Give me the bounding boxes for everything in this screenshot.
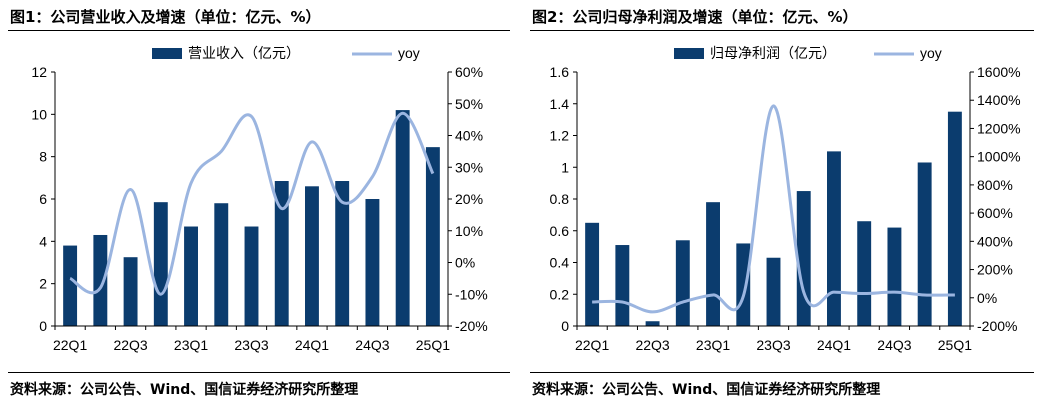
right-tick-label: 600% bbox=[977, 205, 1013, 221]
right-tick-label: 60% bbox=[455, 64, 483, 80]
right-tick-label: 40% bbox=[455, 128, 483, 144]
x-tick-label: 23Q3 bbox=[234, 337, 268, 353]
x-tick-label: 22Q3 bbox=[635, 337, 669, 353]
right-tick-label: 0% bbox=[977, 290, 997, 306]
right-tick-label: 0% bbox=[455, 255, 475, 271]
right-tick-label: 1200% bbox=[977, 120, 1021, 136]
x-tick-label: 24Q1 bbox=[817, 337, 851, 353]
x-tick-label: 25Q1 bbox=[416, 337, 450, 353]
right-tick-label: 1400% bbox=[977, 92, 1021, 108]
bar-22q1 bbox=[585, 222, 600, 326]
bar-24q3 bbox=[365, 199, 380, 326]
bar-25q1 bbox=[425, 147, 440, 326]
bar-22q4 bbox=[675, 240, 690, 326]
bar-23q4 bbox=[274, 181, 289, 326]
revenue-chart: 0 2 4 6 8 10 12 -20% -10% 0% 10% 20% 30% 40% 50% 60% 22Q… bbox=[31, 45, 488, 353]
right-tick-label: -20% bbox=[455, 318, 488, 334]
figure-title: 图2：公司归母净利润及增速（单位：亿元、%） bbox=[532, 8, 858, 26]
right-tick-label: 1600% bbox=[977, 64, 1021, 80]
bar-24q2 bbox=[335, 181, 350, 326]
legend-bar-label: 营业收入（亿元） bbox=[188, 45, 300, 61]
left-tick-label: 8 bbox=[39, 149, 47, 165]
bar-23q2 bbox=[214, 203, 229, 326]
bar-24q1 bbox=[305, 186, 319, 326]
x-tick-label: 23Q1 bbox=[696, 337, 730, 353]
left-tick-label: 4 bbox=[39, 233, 47, 249]
left-tick-label: 1.4 bbox=[550, 96, 570, 112]
source-note: 资料来源：公司公告、Wind、国信证券经济研究所整理 bbox=[532, 382, 881, 398]
right-tick-label: -200% bbox=[977, 318, 1017, 334]
title-rule bbox=[8, 30, 510, 31]
left-tick-label: 0 bbox=[561, 318, 569, 334]
right-tick-label: 20% bbox=[455, 191, 483, 207]
x-tick-label: 24Q3 bbox=[877, 337, 911, 353]
right-tick-label: 200% bbox=[977, 262, 1013, 278]
bar-23q1 bbox=[706, 202, 720, 326]
right-tick-label: 50% bbox=[455, 96, 483, 112]
bar-23q3 bbox=[244, 226, 259, 326]
left-tick-label: 1.6 bbox=[550, 64, 570, 80]
bar-24q3 bbox=[887, 227, 902, 326]
bar-22q4 bbox=[153, 202, 168, 326]
source-note: 资料来源：公司公告、Wind、国信证券经济研究所整理 bbox=[10, 382, 359, 398]
left-tick-label: 1 bbox=[561, 159, 569, 175]
bar-22q2 bbox=[615, 245, 630, 326]
figure-title: 图1：公司营业收入及增速（单位：亿元、%） bbox=[10, 8, 321, 26]
net-profit-chart: 0 0.2 0.4 0.6 0.8 1 1.2 1.4 1.6 -200% 0% 200% 400% 60… bbox=[550, 45, 1021, 353]
right-tick-label: 30% bbox=[455, 159, 483, 175]
x-tick-label: 22Q3 bbox=[113, 337, 147, 353]
left-tick-label: 0.2 bbox=[550, 286, 570, 302]
bar-22q1 bbox=[63, 245, 78, 326]
x-tick-label: 22Q1 bbox=[575, 337, 609, 353]
right-tick-label: 400% bbox=[977, 233, 1013, 249]
figure-2: 图2：公司归母净利润及增速（单位：亿元、%） 0 0.2 0.4 0.6 0.8 1 1.2… bbox=[522, 0, 1040, 406]
right-tick-label: 1000% bbox=[977, 149, 1021, 165]
left-tick-label: 10 bbox=[31, 106, 47, 122]
legend-bar-swatch bbox=[674, 48, 704, 59]
bar-23q2 bbox=[736, 243, 751, 326]
left-tick-label: 6 bbox=[39, 191, 47, 207]
x-tick-label: 23Q3 bbox=[756, 337, 790, 353]
x-tick-label: 24Q3 bbox=[355, 337, 389, 353]
title-rule bbox=[530, 30, 1034, 31]
bar-23q3 bbox=[766, 257, 781, 326]
bar-24q4 bbox=[917, 162, 932, 326]
left-tick-label: 2 bbox=[39, 276, 47, 292]
right-tick-label: 800% bbox=[977, 177, 1013, 193]
bar-24q1 bbox=[827, 151, 841, 326]
legend-line-label: yoy bbox=[920, 45, 942, 61]
left-tick-label: 0.6 bbox=[550, 223, 570, 239]
legend-line-label: yoy bbox=[398, 45, 420, 61]
left-tick-label: 1.2 bbox=[550, 128, 570, 144]
left-tick-label: 0 bbox=[39, 318, 47, 334]
bar-22q3 bbox=[123, 257, 138, 326]
bar-24q4 bbox=[395, 110, 410, 326]
right-tick-label: -10% bbox=[455, 286, 488, 302]
bar-24q2 bbox=[857, 221, 872, 326]
bar-22q2 bbox=[93, 234, 108, 326]
x-tick-label: 24Q1 bbox=[295, 337, 329, 353]
legend-bar-label: 归母净利润（亿元） bbox=[710, 45, 836, 61]
figure-1: 图1：公司营业收入及增速（单位：亿元、%） 0 2 4 6 8 10 12 -20% -10% 0… bbox=[0, 0, 516, 406]
x-tick-label: 25Q1 bbox=[938, 337, 972, 353]
source-rule bbox=[530, 372, 1034, 373]
source-rule bbox=[8, 372, 510, 373]
bar-23q1 bbox=[184, 226, 198, 326]
left-tick-label: 12 bbox=[31, 64, 47, 80]
x-tick-label: 23Q1 bbox=[174, 337, 208, 353]
right-tick-label: 10% bbox=[455, 223, 483, 239]
legend-bar-swatch bbox=[152, 48, 182, 59]
bar-22q3 bbox=[645, 321, 660, 326]
bar-25q1 bbox=[947, 111, 962, 326]
left-tick-label: 0.8 bbox=[550, 191, 570, 207]
x-tick-label: 22Q1 bbox=[53, 337, 87, 353]
bar-23q4 bbox=[796, 191, 811, 326]
left-tick-label: 0.4 bbox=[550, 255, 570, 271]
